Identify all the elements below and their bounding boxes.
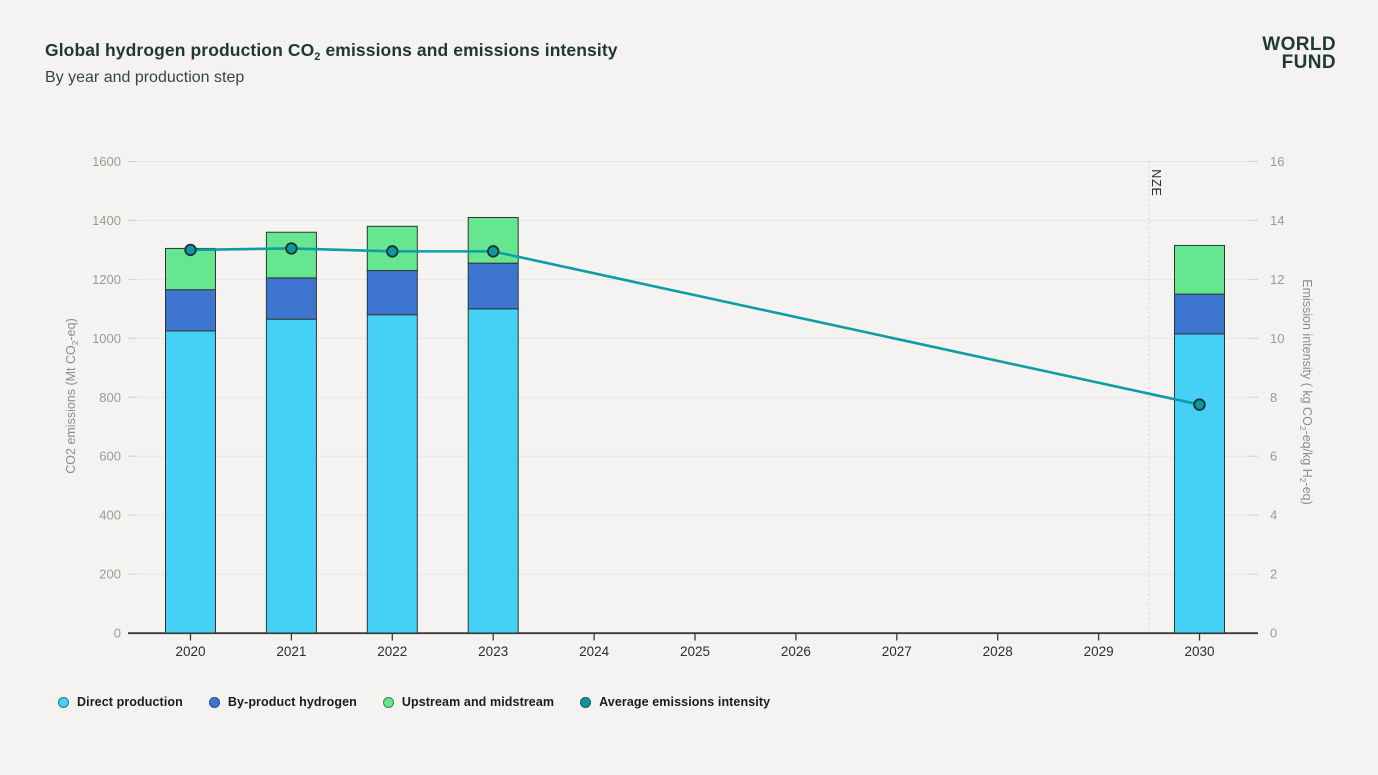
right-axis-title: Emission intensity ( kg CO2-eq/kg H2-eq): [1298, 279, 1314, 505]
right-axis-tick-label: 14: [1270, 213, 1284, 228]
right-axis-tick-label: 2: [1270, 567, 1277, 582]
right-axis-tick-label: 6: [1270, 449, 1277, 464]
right-axis-tick-label: 10: [1270, 331, 1284, 346]
bar-2030-direct-production[interactable]: [1174, 333, 1225, 634]
intensity-point-2020[interactable]: [184, 243, 197, 257]
right-axis-tick-label: 4: [1270, 508, 1277, 523]
x-axis-tick-label: 2027: [882, 644, 912, 659]
logo-line-fund: FUND: [1281, 51, 1336, 73]
bar-2020-direct-production[interactable]: [165, 330, 216, 634]
bar-2021-by-product-hydrogen[interactable]: [265, 277, 317, 320]
x-axis-tick-label: 2030: [1184, 644, 1214, 659]
chart-subtitle: By year and production step: [45, 69, 245, 86]
legend-label: Direct production: [77, 695, 183, 709]
legend-item-average-emissions-intensity[interactable]: Average emissions intensity: [580, 695, 770, 709]
worldfund-logo: WORLD FUND: [1262, 34, 1336, 73]
right-axis-tick-label: 0: [1270, 626, 1277, 641]
bar-2030-by-product-hydrogen[interactable]: [1174, 293, 1225, 335]
left-axis-tick-label: 600: [99, 449, 121, 464]
bar-2021-upstream-and-midstream[interactable]: [265, 231, 317, 279]
left-axis-tick-label: 1600: [92, 154, 121, 169]
x-axis-tick-label: 2025: [680, 644, 710, 659]
x-axis-tick-label: 2023: [478, 644, 508, 659]
title-text-cont: emissions and emissions intensity: [320, 40, 618, 60]
right-axis-title-text-end: -eq): [1300, 482, 1314, 505]
legend-dot-direct-production: [58, 696, 69, 708]
right-axis-tick-label: 16: [1270, 154, 1284, 169]
left-axis-tick-label: 0: [114, 626, 121, 641]
bar-2030-upstream-and-midstream[interactable]: [1174, 244, 1225, 295]
title-text: Global hydrogen production CO: [45, 40, 315, 60]
left-axis-tick-label: 1400: [92, 213, 121, 228]
bar-2023-direct-production[interactable]: [467, 308, 519, 634]
intensity-point-2022[interactable]: [386, 245, 399, 258]
legend-item-byproduct-hydrogen[interactable]: By-product hydrogen: [208, 695, 357, 709]
left-axis-title-text-cont: -eq): [64, 318, 78, 341]
bar-2022-direct-production[interactable]: [366, 314, 418, 634]
left-axis-tick-label: 800: [99, 390, 121, 405]
legend-label: Average emissions intensity: [599, 695, 771, 709]
x-axis-tick-label: 2028: [983, 644, 1013, 659]
left-axis-title-text: CO2 emissions (Mt CO: [64, 345, 78, 474]
x-axis-tick-label: 2029: [1084, 644, 1114, 659]
intensity-point-2030[interactable]: [1193, 398, 1206, 411]
left-axis-tick-label: 1000: [92, 331, 121, 346]
logo-line-world: WORLD: [1262, 34, 1336, 55]
right-axis-tick-label: 8: [1270, 390, 1277, 405]
legend-item-direct-production[interactable]: Direct production: [58, 695, 183, 709]
intensity-point-2021[interactable]: [285, 242, 298, 255]
x-axis-tick-label: 2021: [276, 644, 306, 659]
left-axis-tick-label: 1200: [92, 272, 121, 287]
chart-header: Global hydrogen production CO2 emissions…: [45, 40, 618, 87]
average-emissions-intensity-line: [190, 247, 1200, 406]
legend-dot-average-emissions-intensity: [580, 696, 592, 708]
intensity-point-2023[interactable]: [487, 245, 500, 258]
right-axis-title-text: Emission intensity ( kg CO: [1300, 279, 1314, 426]
left-axis-tick-label: 200: [99, 567, 121, 582]
bar-2022-by-product-hydrogen[interactable]: [366, 270, 418, 316]
legend-label: By-product hydrogen: [227, 695, 357, 709]
bar-2020-by-product-hydrogen[interactable]: [165, 289, 216, 332]
legend-dot-upstream-midstream: [382, 696, 394, 708]
right-axis-title-text-mid: -eq/kg H: [1300, 430, 1314, 478]
legend-item-upstream-midstream[interactable]: Upstream and midstream: [382, 695, 555, 709]
right-axis-tick-label: 12: [1270, 272, 1284, 287]
x-axis-tick-label: 2022: [377, 644, 407, 659]
nze-annotation-label: NZE: [1149, 169, 1163, 197]
x-axis-tick-label: 2020: [175, 644, 205, 659]
title-subscript: 2: [314, 51, 321, 63]
bar-2021-direct-production[interactable]: [265, 318, 317, 634]
legend-label: Upstream and midstream: [401, 695, 555, 709]
page-title: Global hydrogen production CO2 emissions…: [45, 40, 618, 63]
legend-dot-byproduct-hydrogen: [208, 696, 220, 708]
left-axis-title-subscript: 2: [70, 340, 80, 346]
left-axis-tick-label: 400: [99, 508, 121, 523]
x-axis-tick-label: 2026: [781, 644, 811, 659]
chart-legend: Direct production By-product hydrogen Up…: [58, 695, 770, 709]
x-axis-tick-label: 2024: [579, 644, 610, 659]
bar-2023-by-product-hydrogen[interactable]: [467, 262, 519, 310]
left-axis-title: CO2 emissions (Mt CO2-eq): [64, 318, 80, 473]
